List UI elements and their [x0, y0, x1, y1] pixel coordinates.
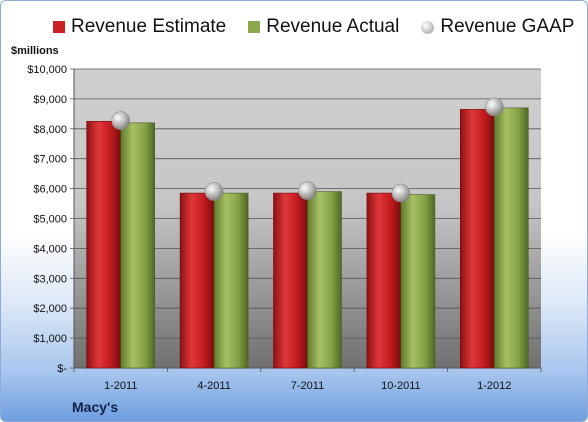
y-tick-label: $3,000: [33, 273, 67, 285]
bar-revenue-actual: [213, 192, 249, 369]
bar-revenue-estimate: [366, 192, 402, 369]
bar-revenue-estimate: [179, 192, 215, 369]
y-tick-label: $9,000: [33, 94, 67, 106]
bar-revenue-estimate: [86, 121, 121, 369]
marker-revenue-gaap: [111, 111, 130, 131]
marker-revenue-gaap: [298, 181, 317, 200]
y-tick-label: $-: [57, 363, 67, 375]
bar-revenue-actual: [307, 191, 342, 369]
legend-item-estimate: Revenue Estimate: [53, 16, 226, 38]
y-tick-label: $7,000: [33, 154, 67, 166]
x-tick-label: 1-2012: [477, 380, 511, 392]
marker-revenue-gaap: [391, 183, 411, 203]
bar-revenue-actual: [493, 107, 529, 369]
legend-label-estimate: Revenue Estimate: [71, 16, 227, 37]
company-label: Macy's: [72, 399, 119, 415]
y-tick-label: $4,000: [33, 243, 67, 255]
legend-label-gaap: Revenue GAAP: [440, 16, 575, 37]
y-axis-unit-label: $millions: [11, 45, 59, 57]
legend-label-actual: Revenue Actual: [266, 16, 400, 37]
legend-swatch-estimate: [53, 21, 65, 33]
legend-swatch-gaap: [421, 20, 435, 34]
y-tick-label: $2,000: [33, 303, 67, 315]
x-tick-label: 7-2011: [291, 380, 324, 392]
y-tick-label: $1,000: [33, 333, 67, 345]
legend-item-gaap: Revenue GAAP: [421, 16, 574, 38]
y-tick-label: $5,000: [33, 214, 67, 226]
marker-revenue-gaap: [484, 97, 504, 117]
x-tick-label: 1-2011: [104, 380, 137, 392]
x-tick-label: 4-2011: [197, 380, 230, 392]
bar-revenue-actual: [400, 194, 436, 369]
bar-revenue-estimate: [459, 109, 495, 369]
x-tick-label: 10-2011: [381, 380, 421, 392]
chart-legend: Revenue Estimate Revenue Actual Revenue …: [53, 16, 574, 38]
y-tick-label: $6,000: [33, 184, 67, 196]
y-tick-label: $8,000: [33, 124, 67, 136]
marker-revenue-gaap: [204, 182, 224, 201]
legend-swatch-actual: [248, 21, 261, 33]
bar-revenue-actual: [120, 122, 155, 369]
legend-item-actual: Revenue Actual: [248, 16, 399, 38]
bar-revenue-estimate: [273, 192, 308, 369]
y-tick-label: $10,000: [27, 64, 67, 76]
